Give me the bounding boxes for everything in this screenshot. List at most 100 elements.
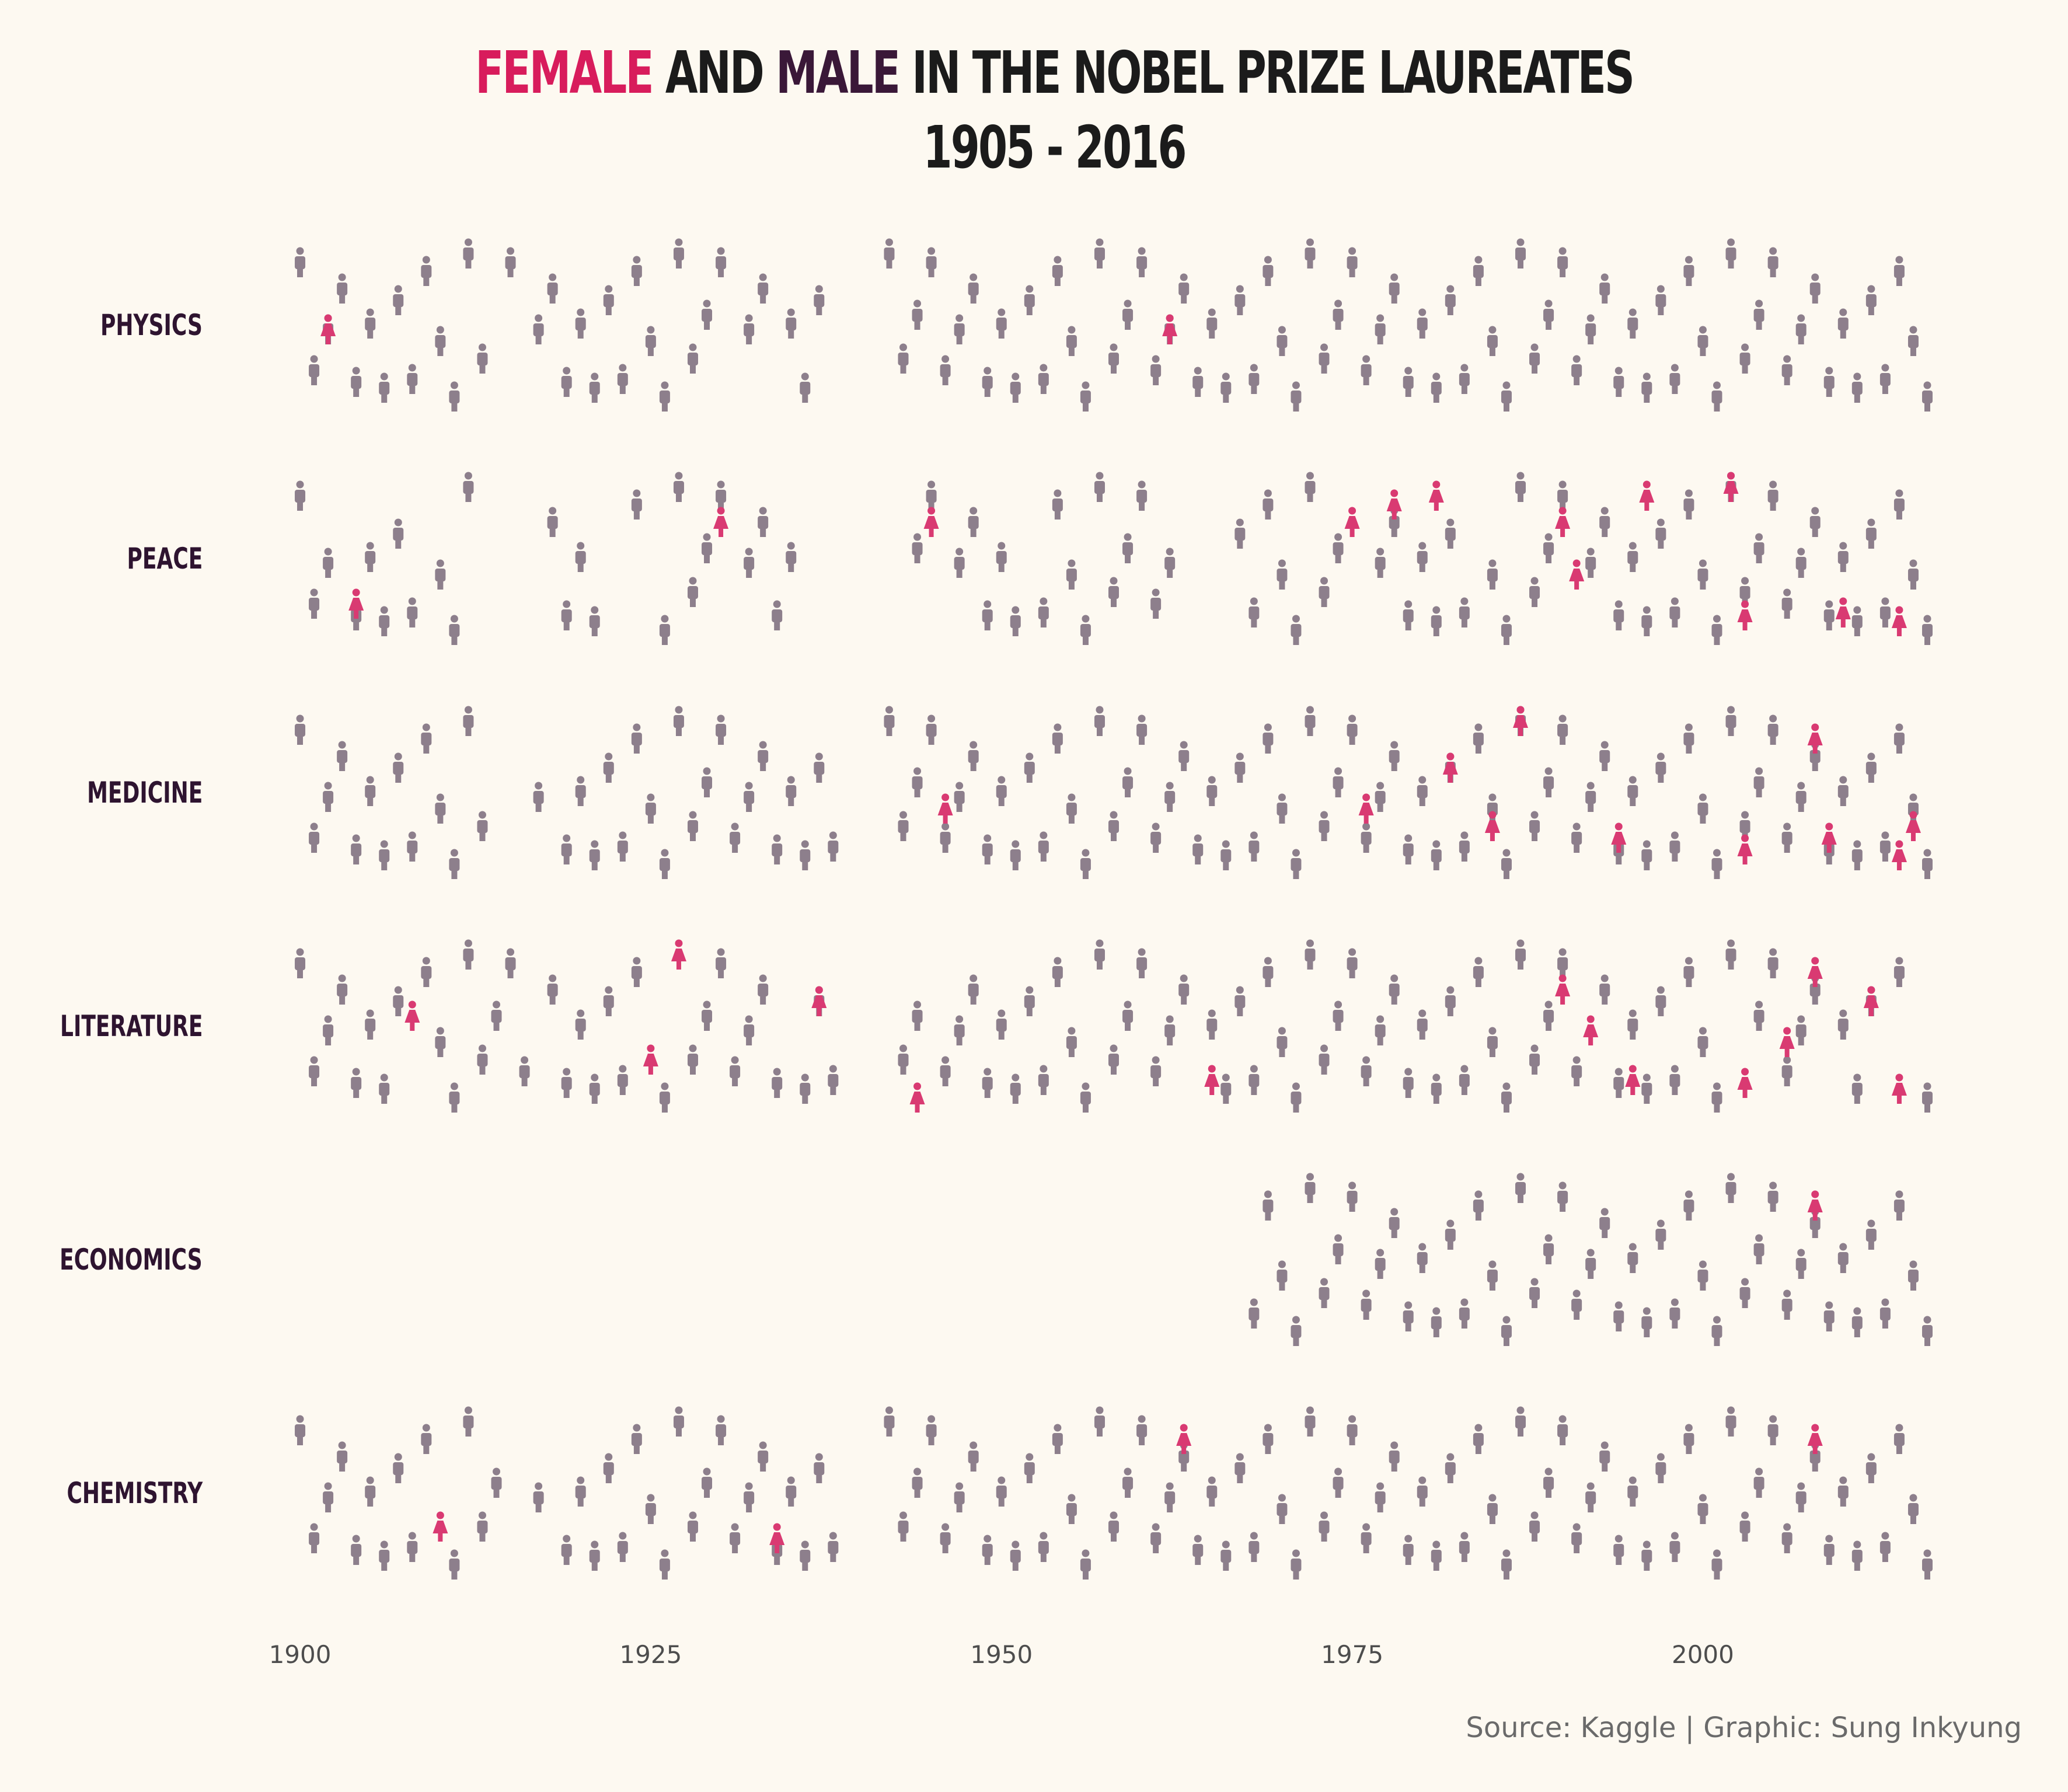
- man-icon: [786, 776, 797, 806]
- man-icon: [337, 273, 348, 304]
- man-icon: [982, 600, 993, 630]
- man-icon: [435, 559, 446, 590]
- man-icon: [1795, 1482, 1807, 1512]
- man-icon: [575, 776, 586, 806]
- man-icon: [1473, 1424, 1484, 1454]
- man-icon: [547, 507, 558, 537]
- man-icon: [912, 533, 923, 563]
- man-icon: [1263, 723, 1274, 754]
- man-icon: [463, 939, 474, 970]
- man-icon: [1024, 285, 1035, 315]
- man-icon: [1515, 939, 1526, 970]
- man-icon: [982, 834, 993, 864]
- man-icon: [926, 714, 937, 745]
- series-row: [295, 939, 1933, 1113]
- man-icon: [1291, 1082, 1302, 1113]
- man-icon: [1122, 533, 1134, 563]
- man-icon: [323, 1015, 334, 1045]
- man-icon: [1837, 308, 1849, 339]
- man-icon: [1417, 1009, 1428, 1040]
- man-icon: [1220, 1540, 1232, 1571]
- man-icon: [898, 1044, 909, 1075]
- man-icon: [1697, 1027, 1708, 1057]
- woman-icon: [671, 939, 686, 970]
- man-icon: [1277, 1027, 1288, 1057]
- man-icon: [1837, 776, 1849, 806]
- man-icon: [477, 1044, 488, 1075]
- man-icon: [1024, 986, 1035, 1016]
- category-label: PHYSICS: [100, 308, 203, 342]
- man-icon: [1627, 1476, 1638, 1507]
- man-icon: [1543, 767, 1554, 797]
- man-icon: [1613, 1301, 1624, 1331]
- man-icon: [1893, 489, 1905, 520]
- woman-icon: [643, 1044, 658, 1075]
- man-icon: [1389, 741, 1400, 771]
- man-icon: [1136, 247, 1148, 277]
- man-icon: [1277, 1494, 1288, 1524]
- man-icon: [1585, 548, 1596, 578]
- man-icon: [1795, 782, 1807, 812]
- man-icon: [1431, 1073, 1442, 1104]
- man-icon: [1837, 1476, 1849, 1507]
- man-icon: [1375, 548, 1386, 578]
- man-icon: [1753, 1000, 1764, 1031]
- man-icon: [1080, 615, 1091, 645]
- woman-icon: [1835, 597, 1851, 627]
- man-icon: [1585, 314, 1596, 344]
- man-icon: [1753, 1234, 1764, 1264]
- man-icon: [1192, 834, 1204, 864]
- man-icon: [1249, 831, 1260, 862]
- man-icon: [1613, 367, 1624, 397]
- man-icon: [954, 1015, 965, 1045]
- man-icon: [1459, 1532, 1470, 1562]
- man-icon: [1851, 1307, 1863, 1337]
- man-icon: [786, 542, 797, 572]
- man-icon: [1879, 1298, 1891, 1329]
- man-icon: [1879, 831, 1891, 862]
- man-icon: [1641, 1307, 1652, 1337]
- man-icon: [519, 1056, 530, 1086]
- woman-icon: [923, 507, 939, 537]
- man-icon: [365, 542, 376, 572]
- man-icon: [407, 597, 418, 627]
- man-icon: [1641, 1073, 1652, 1104]
- man-icon: [477, 1511, 488, 1542]
- man-icon: [687, 343, 698, 374]
- man-icon: [996, 776, 1007, 806]
- man-icon: [1333, 767, 1344, 797]
- woman-icon: [1779, 1027, 1795, 1057]
- man-icon: [1164, 1015, 1176, 1045]
- category-label: CHEMISTRY: [67, 1476, 203, 1510]
- man-icon: [814, 285, 825, 315]
- man-icon: [996, 1009, 1007, 1040]
- man-icon: [365, 1476, 376, 1507]
- x-tick-label: 1925: [619, 1640, 682, 1669]
- man-icon: [1305, 939, 1316, 970]
- man-icon: [435, 1027, 446, 1057]
- man-icon: [1080, 381, 1091, 412]
- woman-icon: [1821, 822, 1837, 853]
- man-icon: [491, 1000, 502, 1031]
- man-icon: [1192, 367, 1204, 397]
- man-icon: [968, 974, 979, 1005]
- woman-icon: [1569, 559, 1585, 590]
- man-icon: [912, 767, 923, 797]
- man-icon: [1150, 1056, 1162, 1086]
- man-icon: [1501, 1082, 1512, 1113]
- man-icon: [421, 256, 432, 286]
- woman-icon: [1807, 1190, 1823, 1221]
- woman-icon: [1513, 706, 1529, 736]
- man-icon: [1922, 1316, 1933, 1346]
- man-icon: [1725, 1406, 1736, 1437]
- man-icon: [1922, 849, 1933, 879]
- man-icon: [561, 1068, 572, 1098]
- man-icon: [1417, 776, 1428, 806]
- man-icon: [1739, 1278, 1750, 1308]
- man-icon: [1683, 957, 1694, 987]
- man-icon: [1781, 1523, 1793, 1553]
- man-icon: [744, 782, 755, 812]
- man-icon: [589, 372, 600, 403]
- man-icon: [1613, 1535, 1624, 1565]
